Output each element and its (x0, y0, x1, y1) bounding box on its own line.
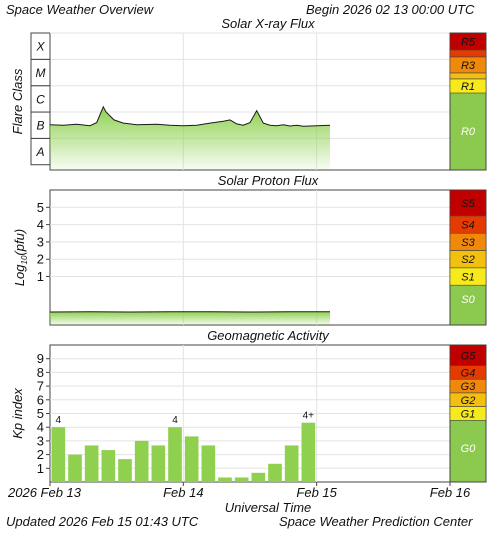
kp-bar (134, 440, 149, 482)
xray-class-label-c: C (36, 92, 45, 106)
kp-bar-label: 4+ (303, 411, 315, 422)
xray-class-label-b: B (36, 119, 44, 133)
xray-scale-cell (449, 78, 487, 94)
kp-bar (151, 445, 166, 482)
kp-scale-cell (449, 406, 487, 421)
begin-value: 2026 02 13 00:00 UTC (342, 2, 475, 17)
kp-scale-label: G5 (461, 350, 477, 362)
kp-bar (118, 459, 132, 482)
kp-ytick-label: 9 (37, 351, 44, 366)
proton-scale-label: S5 (461, 198, 475, 210)
proton-ytick-label: 3 (37, 234, 44, 249)
proton-title: Solar Proton Flux (218, 173, 319, 188)
kp-bar-label: 4 (172, 415, 178, 426)
kp-scale-label: G3 (461, 381, 477, 393)
kp-ytick-label: 8 (37, 365, 44, 380)
kp-ytick-label: 1 (37, 461, 44, 476)
xray-scale-label-r0: R0 (461, 126, 476, 138)
kp-bar (268, 463, 282, 482)
proton-ytick-label: 2 (37, 252, 44, 267)
xray-class-label-a: A (35, 145, 44, 159)
kp-bar (184, 436, 199, 482)
kp-bar (218, 477, 232, 482)
kp-bar (301, 422, 316, 482)
kp-ytick-label: 6 (37, 392, 44, 407)
x-tick-label: Feb 14 (163, 485, 203, 500)
proton-plot-frame (49, 189, 451, 326)
kp-bar (68, 454, 82, 482)
updated-value: 2026 Feb 15 01:43 UTC (58, 514, 199, 529)
xray-class-label-m: M (36, 66, 46, 80)
kp-ytick-label: 2 (37, 447, 44, 462)
xray-title: Solar X-ray Flux (221, 16, 315, 31)
proton-scale-label: S3 (461, 237, 475, 249)
kp-bar (101, 450, 116, 482)
updated-time: Updated 2026 Feb 15 01:43 UTC (6, 514, 198, 529)
kp-ytick-label: 7 (37, 379, 44, 394)
xray-scale-label: R1 (461, 81, 475, 93)
x-tick-label: Feb 16 (430, 485, 471, 500)
proton-ytick-label: 1 (37, 269, 44, 284)
begin-label: Begin (306, 2, 340, 17)
kp-bar (284, 445, 299, 482)
xray-flux-area (50, 106, 330, 170)
proton-ytick-label: 4 (37, 217, 44, 232)
proton-flux-area (50, 311, 330, 325)
x-axis-label: Universal Time (225, 500, 312, 515)
xray-flux-line (49, 105, 331, 127)
kp-title: Geomagnetic Activity (207, 328, 330, 343)
xray-scale-label: R5 (461, 37, 476, 49)
proton-scale-label: S2 (461, 254, 474, 266)
proton-scale-cell (449, 189, 487, 217)
xray-class-label-x: X (35, 40, 45, 54)
begin-time: Begin 2026 02 13 00:00 UTC (306, 2, 474, 17)
x-tick-label: Feb 15 (296, 485, 337, 500)
kp-scale-label: G4 (461, 367, 476, 379)
kp-bar (251, 472, 266, 482)
kp-scale-label-g0: G0 (461, 443, 477, 455)
swpc-credit: Space Weather Prediction Center (279, 514, 473, 529)
kp-scale-label: G1 (461, 409, 476, 421)
kp-ytick-label: 5 (37, 406, 44, 421)
proton-scale-label: S1 (461, 272, 474, 284)
updated-label: Updated (6, 514, 56, 529)
proton-scale-label-s0: S0 (461, 294, 475, 306)
kp-ytick-label: 4 (37, 420, 44, 435)
kp-bar-label: 4 (56, 415, 62, 426)
xray-ylabel: Flare Class (10, 68, 25, 134)
kp-bar (201, 445, 216, 482)
kp-bar (168, 427, 182, 482)
kp-ylabel: Kp index (10, 388, 25, 439)
proton-ytick-label: 5 (37, 200, 44, 215)
proton-scale-label: S4 (461, 220, 474, 232)
kp-scale-label: G2 (461, 395, 476, 407)
xray-scale-cell (449, 72, 487, 80)
xray-scale-label: R3 (461, 60, 476, 72)
kp-ytick-label: 3 (37, 433, 44, 448)
xray-scale-cell (449, 49, 487, 58)
xray-class-box-x (30, 32, 51, 60)
kp-bar (84, 445, 99, 482)
proton-ylabel: Log10(pfu) (12, 229, 29, 286)
kp-bar (51, 427, 66, 482)
proton-scale-cell (449, 267, 487, 286)
page-title: Space Weather Overview (6, 2, 154, 17)
x-tick-label: 2026 Feb 13 (7, 485, 82, 500)
kp-bar (234, 477, 249, 482)
